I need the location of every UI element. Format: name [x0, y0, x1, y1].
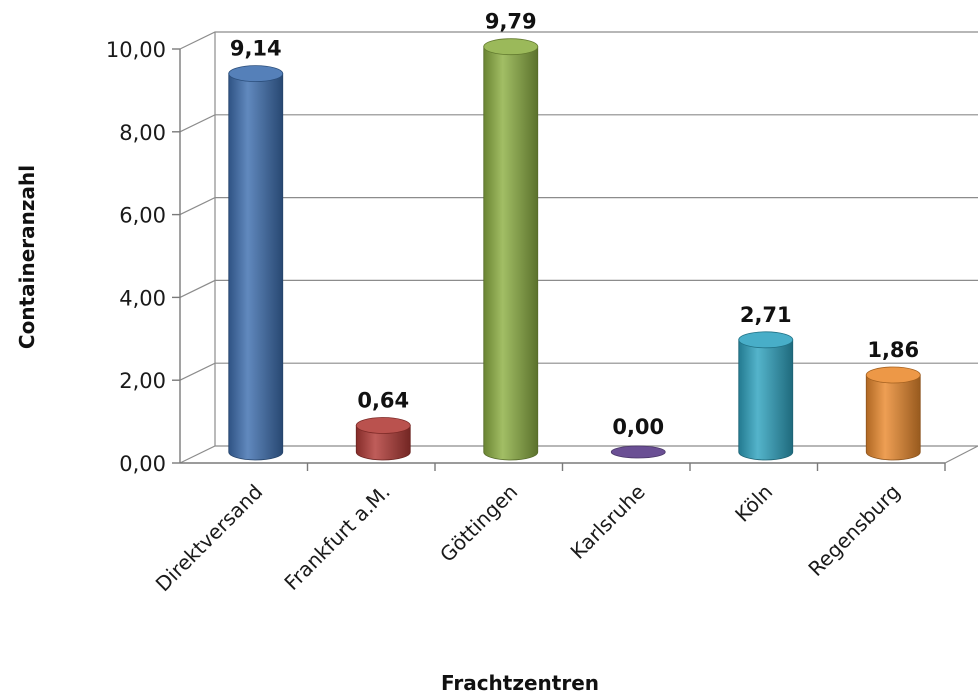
- bar: [610, 445, 666, 459]
- gridline: [179, 362, 978, 381]
- gridline: [179, 445, 978, 464]
- y-tick-label: 8,00: [119, 121, 166, 145]
- data-labels: 9,14 0,64 9,79 0,00 2,71 1,86: [230, 10, 919, 439]
- x-tick-label: Frankfurt a.M.: [279, 480, 394, 595]
- x-tick-label: Direktversand: [151, 480, 268, 597]
- y-tick-label: 10,00: [106, 38, 166, 62]
- y-tick-label: 0,00: [119, 452, 166, 476]
- y-tick-label: 6,00: [119, 204, 166, 228]
- bar-body: [865, 374, 921, 461]
- bar: [738, 331, 794, 461]
- gridline: [179, 279, 978, 298]
- y-tick-label: 4,00: [119, 286, 166, 310]
- y-axis-title: Containeranzahl: [15, 165, 39, 349]
- bar-body: [738, 339, 794, 461]
- gridline: [179, 197, 978, 216]
- bar: [355, 417, 411, 461]
- bars: [228, 38, 921, 461]
- bar-top: [228, 65, 284, 83]
- data-label: 1,86: [867, 338, 919, 362]
- bar: [865, 366, 921, 461]
- bar-top: [865, 366, 921, 384]
- x-axis-title: Frachtzentren: [441, 671, 599, 692]
- x-tick-label: Regensburg: [803, 480, 904, 581]
- y-tick-label: 2,00: [119, 369, 166, 393]
- gridline: [179, 31, 978, 50]
- data-label: 2,71: [740, 303, 792, 327]
- bar: [228, 65, 284, 461]
- data-label: 9,79: [485, 10, 537, 34]
- bar-body: [355, 425, 411, 461]
- bar-top: [610, 445, 666, 459]
- x-tick-label: Karlsruhe: [566, 480, 650, 564]
- bar-top: [483, 38, 539, 56]
- data-label: 0,00: [612, 415, 664, 439]
- bar-top: [355, 417, 411, 434]
- bar-body: [483, 46, 539, 461]
- bar-top: [738, 331, 794, 349]
- data-label: 0,64: [357, 389, 409, 413]
- x-tick-label: Köln: [730, 480, 777, 527]
- gridlines: [179, 31, 978, 464]
- bar-body: [228, 73, 284, 461]
- floor-edge: [944, 445, 978, 464]
- x-tick-label: Göttingen: [435, 480, 522, 567]
- bar: [483, 38, 539, 461]
- gridline: [179, 114, 978, 133]
- data-label: 9,14: [230, 37, 282, 61]
